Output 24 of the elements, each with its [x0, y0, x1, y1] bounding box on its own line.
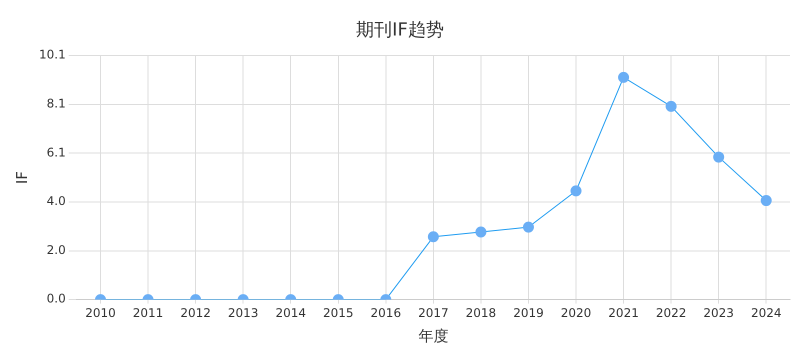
y-tick-label: 10.1 [39, 48, 66, 62]
x-tick-label: 2021 [608, 306, 639, 320]
x-tick-label: 2022 [656, 306, 686, 320]
x-tick-label: 2012 [180, 306, 211, 320]
x-tick-label: 2016 [370, 306, 402, 320]
x-tick-label: 2013 [228, 306, 258, 320]
x-tick-label: 2019 [513, 306, 544, 320]
x-tick-label: 2014 [275, 306, 306, 320]
x-tick-label: 2011 [132, 306, 164, 320]
chart-title: 期刊IF趋势 [356, 19, 444, 40]
y-axis-title: IF [12, 171, 31, 184]
x-tick-label: 2024 [750, 306, 782, 320]
x-tick-label: 2010 [85, 306, 116, 320]
x-tick-label: 2018 [466, 306, 496, 320]
y-tick-label: 2.0 [46, 242, 66, 257]
x-tick-label: 2020 [560, 306, 592, 320]
y-tick-label: 6.1 [46, 145, 66, 160]
y-tick-label: 8.1 [46, 96, 66, 111]
x-axis-title: 年度 [418, 326, 448, 345]
y-tick-label: 4.0 [46, 194, 66, 208]
y-tick-label: 0.0 [46, 292, 66, 306]
x-tick-label: 2023 [703, 306, 734, 320]
x-tick-label: 2015 [322, 306, 354, 320]
x-tick-label: 2017 [418, 306, 449, 320]
